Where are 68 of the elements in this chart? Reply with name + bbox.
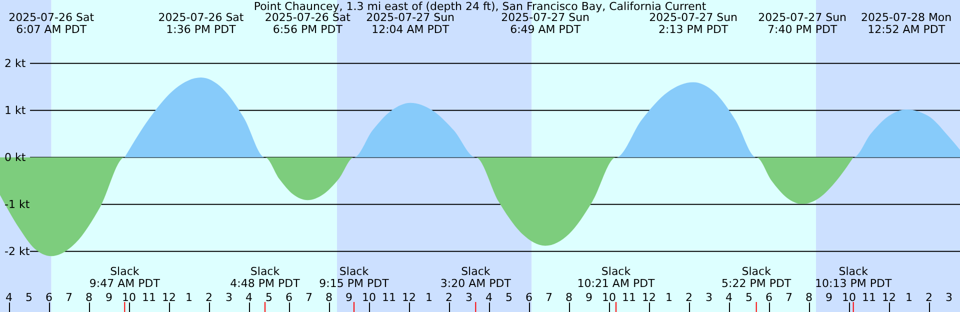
x-tick-label: 3 bbox=[946, 291, 952, 304]
x-tick-label: 5 bbox=[266, 291, 272, 304]
x-tick-label: 3 bbox=[226, 291, 232, 304]
x-tick-label: 12 bbox=[882, 291, 896, 304]
annotation: 2025-07-27 Sun 12:04 AM PDT bbox=[366, 11, 455, 36]
x-tick-label: 9 bbox=[826, 291, 832, 304]
x-tick-label: 9 bbox=[586, 291, 592, 304]
x-tick-label: 6 bbox=[766, 291, 772, 304]
annotation: 2025-07-27 Sun 6:49 AM PDT bbox=[501, 11, 590, 36]
x-tick-label: 10 bbox=[842, 291, 856, 304]
x-tick-label: 10 bbox=[362, 291, 376, 304]
x-tick-label: 1 bbox=[186, 291, 192, 304]
x-tick-label: 1 bbox=[666, 291, 672, 304]
x-tick-label: 5 bbox=[746, 291, 752, 304]
annotation: 2025-07-27 Sun 7:40 PM PDT bbox=[758, 11, 847, 36]
x-tick-label: 2 bbox=[206, 291, 212, 304]
x-tick-label: 11 bbox=[142, 291, 156, 304]
annotation: Slack 4:48 PM PDT bbox=[230, 265, 300, 290]
x-tick-label: 11 bbox=[382, 291, 396, 304]
x-tick-label: 10 bbox=[122, 291, 136, 304]
x-tick-label: 12 bbox=[642, 291, 656, 304]
x-tick-label: 9 bbox=[106, 291, 112, 304]
x-tick-label: 10 bbox=[602, 291, 616, 304]
annotation: 2025-07-28 Mon 12:52 AM PDT bbox=[861, 11, 952, 36]
annotation: 2025-07-26 Sat 6:07 AM PDT bbox=[8, 11, 95, 36]
x-tick-label: 4 bbox=[726, 291, 732, 304]
annotation: Slack 3:20 AM PDT bbox=[440, 265, 512, 290]
x-tick-label: 7 bbox=[546, 291, 552, 304]
x-tick-label: 12 bbox=[162, 291, 176, 304]
x-tick-label: 5 bbox=[26, 291, 32, 304]
annotation: Slack 9:47 AM PDT bbox=[89, 265, 160, 290]
x-tick-label: 8 bbox=[326, 291, 332, 304]
annotation: Slack 5:22 PM PDT bbox=[722, 265, 792, 290]
chart-title: Point Chauncey, 1.3 mi east of (depth 24 ft), San Francisco Bay, California Current bbox=[254, 0, 707, 13]
annotation: Slack 9:15 PM PDT bbox=[319, 265, 390, 290]
x-tick-label: 7 bbox=[306, 291, 312, 304]
x-tick-label: 4 bbox=[486, 291, 492, 304]
x-tick-label: 2 bbox=[926, 291, 932, 304]
x-tick-label: 11 bbox=[622, 291, 636, 304]
x-tick-label: 7 bbox=[66, 291, 72, 304]
x-tick-label: 2 bbox=[446, 291, 452, 304]
x-tick-label: 8 bbox=[806, 291, 812, 304]
annotation: 2025-07-26 Sat 6:56 PM PDT bbox=[264, 11, 352, 36]
x-tick-label: 1 bbox=[426, 291, 432, 304]
annotation: Slack 10:13 PM PDT bbox=[815, 265, 892, 290]
x-tick-label: 9 bbox=[346, 291, 352, 304]
x-tick-label: 3 bbox=[466, 291, 472, 304]
x-tick-label: 8 bbox=[566, 291, 572, 304]
x-tick-label: 5 bbox=[506, 291, 512, 304]
y-tick-label: 1 kt bbox=[4, 104, 26, 117]
x-tick-label: 4 bbox=[6, 291, 12, 304]
annotation: Slack 10:21 AM PDT bbox=[577, 265, 656, 290]
x-tick-label: 6 bbox=[526, 291, 532, 304]
x-tick-label: 6 bbox=[286, 291, 292, 304]
y-tick-label: -2 kt bbox=[4, 244, 30, 258]
y-tick-label: -1 kt bbox=[4, 198, 30, 211]
x-tick-label: 12 bbox=[402, 291, 416, 304]
x-tick-label: 2 bbox=[686, 291, 692, 304]
y-tick-label: 2 kt bbox=[4, 56, 26, 70]
x-tick-label: 6 bbox=[46, 291, 52, 304]
x-tick-label: 11 bbox=[862, 291, 876, 304]
x-tick-label: 8 bbox=[86, 291, 92, 304]
x-tick-label: 1 bbox=[906, 291, 912, 304]
annotation: 2025-07-26 Sat 1:36 PM PDT bbox=[158, 11, 244, 36]
x-tick-label: 4 bbox=[246, 291, 252, 304]
x-tick-label: 7 bbox=[786, 291, 792, 304]
annotation: 2025-07-27 Sun 2:13 PM PDT bbox=[649, 11, 738, 36]
x-tick-label: 3 bbox=[706, 291, 712, 304]
